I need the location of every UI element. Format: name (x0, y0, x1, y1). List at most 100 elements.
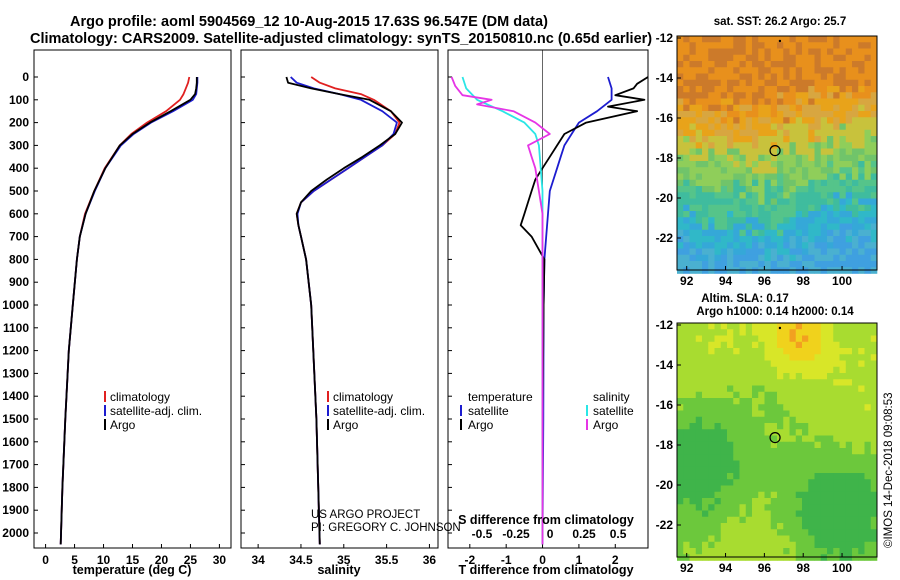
heatmap-cell (702, 261, 709, 268)
heatmap-cell (820, 529, 828, 536)
heatmap-cells (677, 323, 878, 561)
heatmap-cell (783, 373, 790, 380)
heatmap-cell (870, 154, 878, 162)
heatmap-cell (727, 385, 734, 393)
heatmap-cell (808, 248, 815, 256)
heatmap-cell (689, 167, 697, 174)
heatmap-cell (683, 254, 690, 262)
heatmap-cell (789, 441, 797, 449)
heatmap-cell (708, 161, 715, 168)
heatmap-cell (858, 498, 865, 505)
heatmap-cell (683, 223, 690, 231)
heatmap-cell (777, 161, 784, 168)
heatmap-cell (808, 523, 815, 530)
heatmap-cell (802, 204, 809, 212)
heatmap-cell (677, 385, 684, 393)
heatmap-cell (802, 529, 809, 536)
heatmap-cell (808, 329, 815, 336)
heatmap-cell (758, 161, 765, 168)
heatmap-cell (733, 410, 740, 418)
heatmap-cell (864, 161, 872, 168)
heatmap-cell (745, 510, 753, 518)
heatmap-cell (695, 485, 703, 493)
heatmap-cell (833, 223, 840, 231)
heatmap-cell (783, 498, 790, 505)
heatmap-cell (752, 136, 759, 143)
heatmap-cell (827, 323, 834, 330)
heatmap-cell (839, 67, 847, 74)
heatmap-cell (827, 154, 834, 162)
heatmap-cell (845, 117, 853, 124)
heatmap-cell (858, 123, 865, 131)
heatmap-cell (827, 211, 834, 218)
heatmap-cell (814, 154, 822, 162)
heatmap-cell (727, 229, 734, 237)
map-x-tick-label: 96 (758, 274, 772, 288)
imos-credit: ©IMOS 14-Dec-2018 09:08:53 (883, 392, 895, 548)
heatmap-cell (858, 223, 865, 231)
heatmap-cell (839, 416, 847, 424)
heatmap-cell (720, 360, 728, 368)
heatmap-cell (783, 529, 790, 536)
heatmap-cell (758, 335, 765, 343)
heatmap-cell (833, 136, 840, 143)
heatmap-cell (808, 429, 815, 436)
heatmap-cell (714, 236, 722, 243)
heatmap-cell (827, 129, 834, 137)
heatmap-cell (702, 329, 709, 336)
heatmap-cell (789, 373, 797, 380)
heatmap-cell (764, 398, 772, 405)
heatmap-cell (727, 86, 734, 93)
heatmap-cell (764, 111, 772, 118)
heatmap-cell (833, 167, 840, 174)
heatmap-cell (708, 98, 715, 106)
heatmap-cell (814, 391, 822, 399)
heatmap-cell (745, 204, 753, 212)
heatmap-cell (720, 167, 728, 174)
heatmap-cell (864, 198, 872, 206)
heatmap-cell (845, 104, 853, 112)
heatmap-cell (864, 73, 872, 81)
heatmap-cell (758, 67, 765, 74)
heatmap-cell (708, 329, 715, 336)
heatmap-cell (870, 373, 878, 380)
heatmap-cell (814, 385, 822, 393)
depth-tick-label: 500 (9, 184, 29, 198)
heatmap-cell (783, 479, 790, 486)
heatmap-cell (720, 473, 728, 480)
heatmap-cell (864, 348, 872, 355)
heatmap-cell (695, 86, 703, 93)
heatmap-cell (770, 479, 778, 486)
heatmap-cell (758, 192, 765, 199)
heatmap-cell (827, 473, 834, 480)
heatmap-cell (758, 98, 765, 106)
heatmap-cell (833, 460, 840, 468)
heatmap-cell (864, 217, 872, 224)
heatmap-cell (745, 123, 753, 131)
heatmap-cell (714, 161, 722, 168)
heatmap-cell (845, 211, 853, 218)
heatmap-cell (795, 179, 803, 187)
heatmap-cell (720, 261, 728, 268)
heatmap-cell (727, 73, 734, 81)
heatmap-cell (870, 329, 878, 336)
heatmap-cell (752, 460, 759, 468)
heatmap-cell (727, 398, 734, 405)
heatmap-cell (758, 379, 765, 386)
heatmap-cell (802, 242, 809, 249)
heatmap-cell (752, 54, 759, 62)
heatmap-cell (733, 236, 740, 243)
heatmap-cell (758, 229, 765, 237)
heatmap-cell (820, 98, 828, 106)
heatmap-cell (777, 142, 784, 149)
heatmap-cell (733, 335, 740, 343)
heatmap-cell (727, 242, 734, 249)
heatmap-cell (777, 323, 784, 330)
heatmap-cell (845, 98, 853, 106)
heatmap-cell (739, 36, 747, 43)
heatmap-cell (764, 466, 772, 474)
heatmap-cell (833, 329, 840, 336)
heatmap-cell (777, 423, 784, 430)
heatmap-cell (758, 498, 765, 505)
depth-tick-label: 300 (9, 138, 29, 152)
